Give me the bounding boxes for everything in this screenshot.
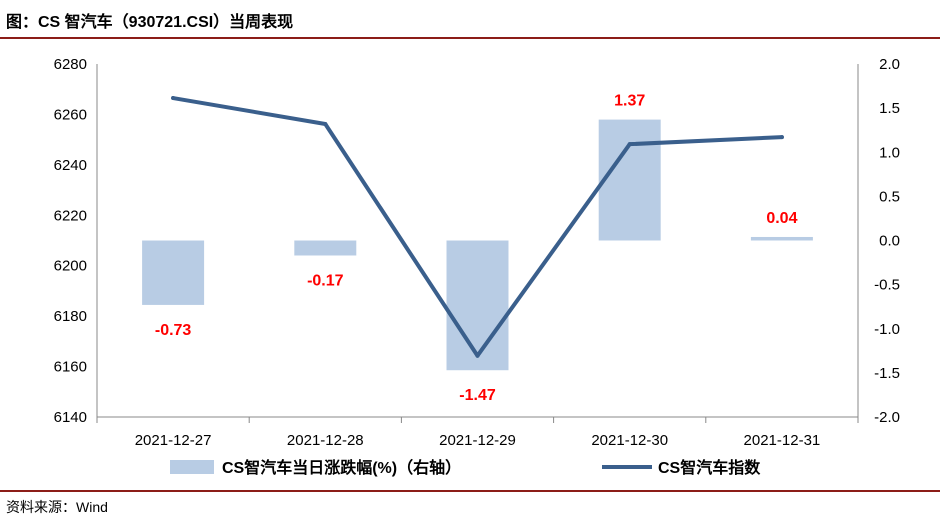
bar-data-label: 0.04 xyxy=(766,210,797,227)
bottom-rule xyxy=(0,490,940,492)
line-point xyxy=(779,135,784,140)
x-tick-label: 2021-12-31 xyxy=(744,432,821,449)
title-bar: 图：CS 智汽车（930721.CSI）当周表现 xyxy=(0,0,940,36)
chart-title: 图：CS 智汽车（930721.CSI）当周表现 xyxy=(6,14,294,31)
bar xyxy=(142,240,205,305)
bars xyxy=(142,119,813,371)
right-tick-label: 0.0 xyxy=(879,233,900,250)
left-tick-label: 6200 xyxy=(54,258,87,275)
left-tick-label: 6180 xyxy=(54,308,87,325)
left-tick-label: 6220 xyxy=(54,207,87,224)
right-tick-label: 2.0 xyxy=(879,56,900,73)
legend-bar-swatch xyxy=(170,460,214,474)
right-axis-ticks: -2.0 -1.5 -1.0 -0.5 0.0 0.5 1.0 1.5 2.0 xyxy=(874,56,900,426)
x-axis-ticks: 2021-12-27 2021-12-28 2021-12-29 2021-12-30… xyxy=(135,432,821,449)
left-tick-label: 6280 xyxy=(54,56,87,73)
right-tick-label: 1.0 xyxy=(879,144,900,161)
top-rule xyxy=(0,37,940,39)
x-tick-label: 2021-12-30 xyxy=(591,432,668,449)
bar xyxy=(446,240,509,371)
plot-frame xyxy=(96,64,859,423)
bar-data-label: 1.37 xyxy=(614,93,645,110)
legend-bar-label: CS智汽车当日涨跌幅(%)（右轴） xyxy=(222,458,461,477)
right-tick-label: 1.5 xyxy=(879,100,900,117)
right-tick-label: 0.5 xyxy=(879,188,900,205)
x-tick-label: 2021-12-29 xyxy=(439,432,516,449)
bar xyxy=(750,236,813,241)
right-tick-label: -0.5 xyxy=(874,277,900,294)
x-tick-label: 2021-12-28 xyxy=(287,432,364,449)
chart: -0.73 -0.17 -1.47 1.37 0.04 6140 6160 6180 6200… xyxy=(54,56,900,477)
bar-data-label: -0.17 xyxy=(307,273,344,290)
right-tick-label: -1.0 xyxy=(874,321,900,338)
bar xyxy=(294,240,357,256)
bar-data-label: -0.73 xyxy=(155,322,192,339)
bar-labels: -0.73 -0.17 -1.47 1.37 0.04 xyxy=(155,93,798,405)
line-point xyxy=(323,122,328,127)
bar xyxy=(598,119,661,241)
legend-line-label: CS智汽车指数 xyxy=(658,458,761,477)
source-note: 资料来源：Wind xyxy=(6,499,108,515)
line-point xyxy=(171,96,176,101)
left-tick-label: 6160 xyxy=(54,359,87,376)
legend: CS智汽车当日涨跌幅(%)（右轴） CS智汽车指数 xyxy=(170,458,761,477)
left-tick-label: 6260 xyxy=(54,106,87,123)
bar-data-label: -1.47 xyxy=(459,387,496,404)
left-tick-label: 6240 xyxy=(54,157,87,174)
left-axis-ticks: 6140 6160 6180 6200 6220 6240 6260 6280 xyxy=(54,56,87,426)
x-tick-label: 2021-12-27 xyxy=(135,432,212,449)
left-tick-label: 6140 xyxy=(54,409,87,426)
line-point xyxy=(475,353,480,358)
right-tick-label: -1.5 xyxy=(874,365,900,382)
right-tick-label: -2.0 xyxy=(874,409,900,426)
line-layer xyxy=(171,96,784,358)
line-point xyxy=(627,142,632,147)
